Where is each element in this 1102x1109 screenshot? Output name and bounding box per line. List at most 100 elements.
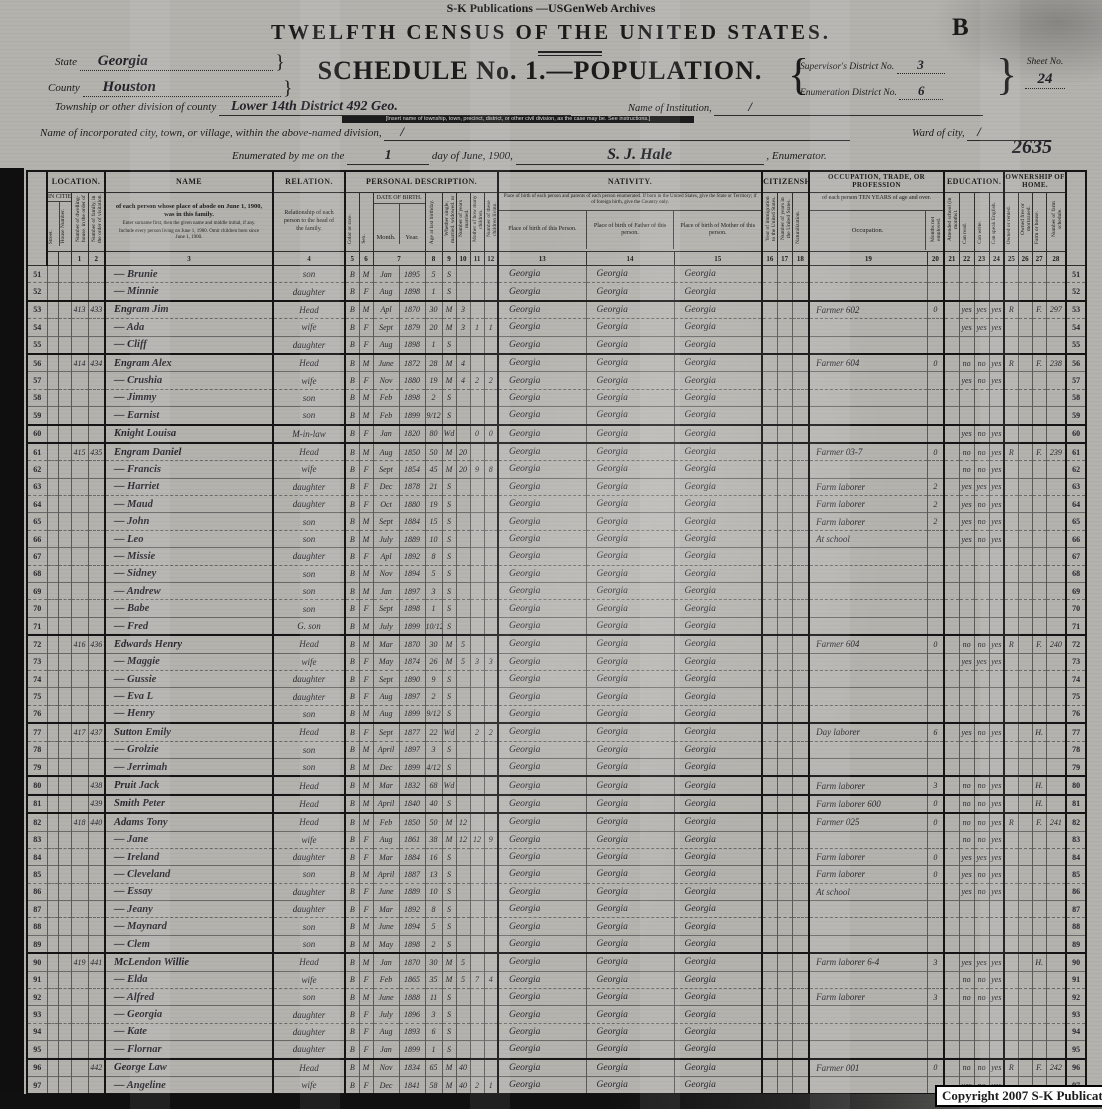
cell-birthplace: Georgia [497,529,587,548]
row-number-right: 87 [1065,900,1087,918]
cell-mother-birthplace: Georgia [673,704,763,724]
cell-years-in-us [776,652,793,671]
cell-children-living: 0 [483,423,499,443]
cell-owned-free-mortgaged [1017,282,1033,301]
cell-owned-rented: R [1003,299,1019,319]
cell-children-living [483,547,499,566]
cell-sex: F [358,599,374,618]
row-number-right: 76 [1065,704,1087,724]
cell-father-birthplace: Georgia [585,529,675,548]
row-number-left: 94 [26,1022,47,1041]
cell-occupation: Farmer 001 [808,1057,928,1077]
cell-can-read [958,282,975,301]
cell-sex: M [358,582,374,600]
row-number-right: 85 [1065,865,1087,884]
cell-months-not-employed [926,371,945,390]
cell-occupation: At school [808,529,928,548]
cell-attended-school [943,599,960,618]
cell-occupation [808,460,928,479]
cell-children-living [483,775,499,795]
cell-mother-children [469,793,485,814]
cell-farm-or-house [1031,970,1047,989]
row-number-right: 66 [1065,529,1087,548]
cell-name: — Cleveland [104,865,274,884]
row-number-right: 80 [1065,775,1087,795]
row-number-left: 76 [26,704,47,724]
cell-can-read: no [958,970,975,989]
cell-can-read: yes [958,318,975,337]
cell-birthplace: Georgia [497,652,587,671]
cell-speak-english [988,388,1005,407]
cell-can-write [973,687,990,706]
cell-months-not-employed [926,616,945,636]
cell-sex: M [358,757,374,777]
farm-schedule-header: Number of farm schedule. [1045,192,1067,252]
cell-immigration-year [761,1040,778,1059]
cell-birth-month: Apl [372,547,400,566]
cell-birth-year: 1897 [398,582,426,600]
cell-naturalization [791,335,810,354]
cell-years-in-us [776,512,793,531]
cell-street [46,882,58,901]
cell-years-married: 5 [455,952,471,972]
cell-age: 9/12 [424,704,443,724]
row-number-left: 97 [26,1075,47,1095]
cell-relation: daughter [272,547,346,566]
cell-naturalization [791,388,810,407]
enumerated-day-field: 1 [347,148,430,165]
cell-owned-free-mortgaged [1017,847,1033,866]
cell-naturalization [791,1057,810,1077]
table-row: 66 — Leo son B M July 1889 10 S Georgia … [26,529,1087,548]
row-number-right: 86 [1065,882,1087,901]
cell-children-living [483,582,499,600]
cell-mother-birthplace: Georgia [673,423,763,443]
cell-can-read: yes [958,722,975,742]
copyright-stamp: Copyright 2007 S-K Publications [935,1085,1102,1107]
cell-farm-or-house [1031,264,1047,283]
supervisor-value: 3 [917,57,924,72]
cell-dwelling-number [70,547,88,566]
cell-father-birthplace: Georgia [585,812,675,831]
cell-years-in-us [776,495,793,513]
cell-birth-year: 1877 [398,722,426,742]
cell-can-read: yes [958,865,975,884]
cell-father-birthplace: Georgia [585,1022,675,1041]
cell-dwelling-number: 419 [70,952,88,972]
cell-owned-rented [1003,1040,1019,1059]
cell-sex: M [358,529,374,548]
cell-owned-rented [1003,757,1019,777]
cell-father-birthplace: Georgia [585,970,675,989]
cell-occupation: Farm laborer 6-4 [808,952,928,972]
cell-birthplace: Georgia [497,477,587,496]
cell-can-read [958,264,975,283]
cell-naturalization [791,1075,810,1095]
supervisor-field: 3 [896,57,945,74]
cell-birth-year: 1894 [398,917,426,936]
nativity-header: Place of birth of each person and parent… [497,192,763,252]
cell-owned-rented [1003,847,1019,866]
cell-age: 21 [424,477,443,496]
cell-immigration-year [761,1005,778,1024]
cell-children-living [483,529,499,548]
cell-birth-month: Dec [372,1075,400,1095]
cell-birth-month: June [372,352,400,372]
cell-dwelling-number [70,669,88,688]
cell-marital-status: M [441,299,457,319]
cell-birthplace: Georgia [497,687,587,706]
cell-dwelling-number [70,529,88,548]
cell-sex: F [358,1005,374,1024]
cell-relation: son [272,917,346,936]
date-of-birth-label: DATE OF BIRTH. [374,194,425,204]
cell-years-in-us [776,952,793,972]
cell-name: — Ireland [104,847,274,866]
cell-family-number: 440 [87,812,106,831]
township-value: Lower 14th District 492 Geo. [231,99,398,114]
cell-age: 30 [424,634,443,654]
cell-months-not-employed [926,423,945,443]
row-number-right: 62 [1065,460,1087,479]
cell-street [46,757,58,777]
cell-children-living: 1 [483,1075,499,1095]
cell-name: — Alfred [104,988,274,1006]
owned-rented-header: Owned or rented. [1003,192,1019,252]
scan-edge-left [0,168,24,1100]
